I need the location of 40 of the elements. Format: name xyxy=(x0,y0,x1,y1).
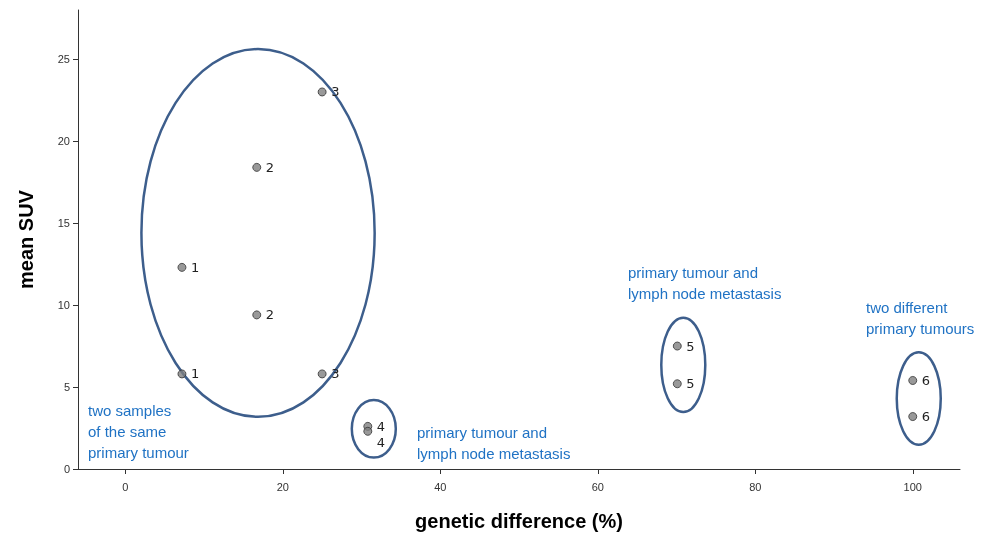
x-axis-title: genetic difference (%) xyxy=(415,510,623,532)
point xyxy=(252,162,262,172)
y-tick-label: 5 xyxy=(63,381,70,394)
x-tick-label: 80 xyxy=(749,480,762,493)
x-tick-label: 0 xyxy=(122,480,129,493)
annotation: 5 xyxy=(686,338,695,354)
y-tick-label: 20 xyxy=(57,135,70,148)
point xyxy=(317,87,327,97)
y-tick-label: 10 xyxy=(57,299,70,312)
point xyxy=(908,412,918,422)
x-tick-label: 40 xyxy=(434,480,447,493)
annotation: two different primary tumours xyxy=(866,299,975,337)
x-tick-label: 60 xyxy=(591,480,604,493)
point xyxy=(363,426,373,436)
annotation: 6 xyxy=(921,409,931,425)
x-tick-label: 20 xyxy=(276,480,289,493)
annotation: 2 xyxy=(265,307,275,323)
annotation: two samples of the same primary tumour xyxy=(88,402,189,461)
y-axis-title: mean SUV xyxy=(15,189,37,289)
annotation: 1 xyxy=(190,366,200,382)
point xyxy=(252,310,262,320)
annotation: 5 xyxy=(686,376,695,392)
annotation: 6 xyxy=(921,372,931,388)
y-tick-label: 25 xyxy=(57,53,70,66)
y-tick-label: 0 xyxy=(63,463,70,475)
point xyxy=(672,341,682,351)
point xyxy=(177,369,187,379)
annotation: primary tumour and lymph node metastasis xyxy=(417,424,571,462)
point xyxy=(177,262,187,272)
annotation: 4 xyxy=(376,418,386,434)
point xyxy=(672,379,682,389)
annotation: primary tumour and lymph node metastasis xyxy=(628,264,782,302)
annotation: 4 xyxy=(376,434,386,450)
y-tick-label: 15 xyxy=(57,217,70,230)
point xyxy=(908,375,918,385)
annotation: 3 xyxy=(331,366,340,382)
annotation: 2 xyxy=(265,159,275,175)
annotation: 1 xyxy=(190,259,200,275)
x-tick-label: 100 xyxy=(903,480,922,493)
point xyxy=(317,369,327,379)
